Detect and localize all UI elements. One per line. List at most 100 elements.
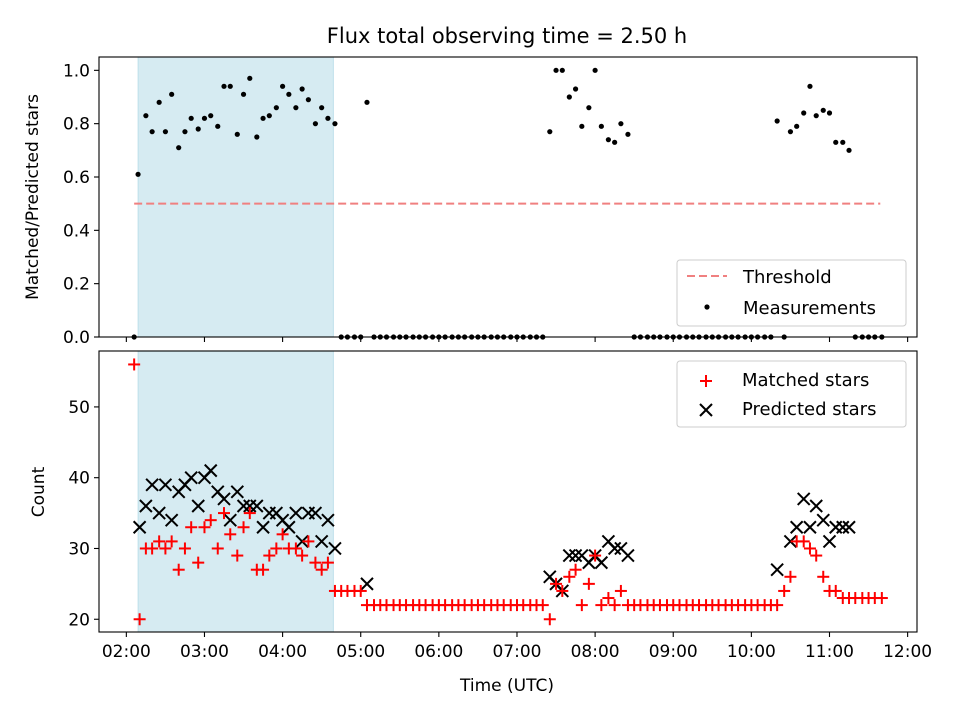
measurement-point <box>254 134 260 140</box>
legend-measurements-swatch <box>704 304 710 310</box>
legend-matched-label: Matched stars <box>742 370 869 391</box>
predicted-star-marker <box>230 485 244 499</box>
measurement-point <box>273 105 279 111</box>
measurement-point <box>286 91 292 97</box>
x-tick-label: 11:00 <box>805 642 854 662</box>
measurement-point <box>625 131 631 137</box>
ratio-panel: 0.0 0.2 0.4 0.6 0.8 1.0 Matched/Predicted sta… <box>23 56 918 348</box>
matched-star-marker <box>211 542 224 555</box>
measurement-point <box>833 139 839 145</box>
matched-star-marker <box>237 521 250 534</box>
measurement-point <box>826 110 833 116</box>
measurement-point <box>840 139 846 145</box>
chart-title: Flux total observing time = 2.50 h <box>327 24 687 48</box>
predicted-star-marker <box>621 548 635 563</box>
matched-star-marker <box>133 613 146 626</box>
matched-star-marker <box>797 535 810 548</box>
matched-star-marker <box>153 535 166 548</box>
x-tick-label: 06:00 <box>414 642 463 662</box>
matched-star-marker <box>582 577 595 590</box>
measurement-point <box>260 115 266 121</box>
legend-measurements-label: Measurements <box>743 298 876 319</box>
measurement-point <box>266 113 272 119</box>
matched-star-marker <box>321 556 334 569</box>
predicted-star-marker <box>360 577 374 591</box>
matched-star-marker <box>817 570 830 583</box>
measurement-point <box>566 94 572 100</box>
predicted-star-marker <box>217 492 231 506</box>
matched-star-marker <box>204 514 217 527</box>
predicted-star-marker <box>184 470 198 485</box>
legend-predicted-swatch <box>699 403 713 417</box>
measurement-point <box>598 123 604 129</box>
measurement-point <box>135 171 141 177</box>
measurement-points <box>131 67 885 340</box>
predicted-star-marker <box>223 513 237 527</box>
matched-star-marker <box>575 599 588 612</box>
matched-star-marker <box>778 584 791 597</box>
measurement-point <box>149 129 155 135</box>
measurement-point <box>592 67 598 73</box>
predicted-star-marker <box>607 541 622 556</box>
measurement-point <box>221 83 227 89</box>
predicted-star-marker <box>145 478 159 492</box>
predicted-star-marker <box>158 478 173 492</box>
predicted-star-marker <box>321 513 335 527</box>
predicted-star-marker <box>816 513 830 527</box>
matched-star-marker <box>198 521 211 534</box>
predicted-star-markers <box>132 463 856 598</box>
measurement-point <box>240 91 247 97</box>
measurement-point <box>201 115 208 121</box>
observing-window-span <box>137 56 334 338</box>
predicted-star-marker <box>314 534 329 549</box>
measurement-point <box>305 97 311 103</box>
measurement-point <box>774 118 780 124</box>
measurement-point <box>188 115 194 121</box>
measurement-point <box>325 115 331 121</box>
matched-star-marker <box>771 599 784 612</box>
count-legend-box <box>676 360 907 428</box>
matched-star-marker <box>302 535 315 548</box>
ratio-axes-frame <box>98 56 918 338</box>
matched-star-marker <box>289 542 302 555</box>
matched-star-marker <box>296 549 309 562</box>
matched-star-marker <box>543 613 556 626</box>
predicted-star-marker <box>822 534 837 549</box>
ratio-y-axis-label: Matched/Predicted stars <box>23 94 43 300</box>
matched-star-marker <box>602 592 615 605</box>
predicted-star-marker <box>568 548 583 563</box>
ratio-y-tick-label: 0.4 <box>63 221 90 241</box>
matched-star-marker <box>263 549 276 562</box>
x-axis-label: Time (UTC) <box>459 676 554 696</box>
measurement-point <box>586 105 592 111</box>
ratio-legend: Threshold Measurements <box>676 259 907 327</box>
ratio-legend-box <box>676 259 907 327</box>
measurement-point <box>612 139 618 145</box>
measurement-point <box>579 123 585 129</box>
matched-star-marker <box>595 599 608 612</box>
measurement-point <box>618 121 624 127</box>
measurement-point <box>312 121 319 127</box>
measurement-point <box>169 91 175 97</box>
matched-star-marker <box>192 556 205 569</box>
x-tick-label: 10:00 <box>727 642 776 662</box>
ratio-axes: 0.0 0.2 0.4 0.6 0.8 1.0 <box>63 61 909 348</box>
matched-star-marker <box>550 577 563 590</box>
matched-star-marker <box>810 549 823 562</box>
matched-star-marker <box>354 584 367 597</box>
measurement-point <box>280 83 286 89</box>
matched-star-marker <box>315 563 328 576</box>
matched-star-marker <box>257 563 270 576</box>
predicted-star-marker <box>797 492 811 506</box>
ratio-y-tick-label: 0.0 <box>63 328 90 348</box>
matched-star-marker <box>556 584 569 597</box>
predicted-star-marker <box>803 520 817 534</box>
measurement-point <box>787 129 794 135</box>
measurement-point <box>319 105 325 111</box>
ratio-y-tick-label: 0.2 <box>63 275 90 295</box>
measurement-point <box>364 99 370 105</box>
matched-star-marker <box>608 599 621 612</box>
matched-star-marker <box>829 584 842 597</box>
predicted-star-marker <box>282 520 296 534</box>
